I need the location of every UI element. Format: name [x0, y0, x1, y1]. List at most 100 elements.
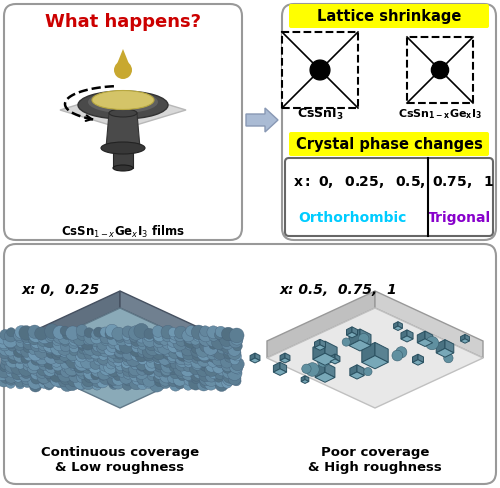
Circle shape — [135, 349, 148, 362]
Circle shape — [54, 351, 66, 364]
Circle shape — [77, 348, 88, 359]
Polygon shape — [314, 339, 320, 347]
Polygon shape — [106, 113, 140, 148]
Circle shape — [0, 335, 11, 349]
Circle shape — [58, 341, 71, 355]
Circle shape — [106, 339, 120, 352]
Circle shape — [204, 372, 218, 386]
Circle shape — [146, 341, 160, 356]
Polygon shape — [407, 330, 413, 339]
Circle shape — [66, 353, 80, 368]
Circle shape — [39, 374, 50, 385]
Polygon shape — [250, 353, 255, 361]
Circle shape — [94, 356, 104, 365]
Circle shape — [186, 373, 195, 382]
Circle shape — [232, 376, 241, 386]
Circle shape — [52, 350, 62, 360]
Text: Crystal phase changes: Crystal phase changes — [296, 137, 482, 151]
Circle shape — [114, 371, 122, 381]
Circle shape — [46, 371, 58, 382]
Text: CsSn$_{1-x}$Ge$_x$I$_3$ films: CsSn$_{1-x}$Ge$_x$I$_3$ films — [61, 224, 185, 240]
Circle shape — [23, 335, 32, 345]
Circle shape — [138, 354, 148, 365]
Circle shape — [191, 355, 205, 368]
Circle shape — [122, 331, 132, 341]
Circle shape — [23, 361, 32, 371]
Polygon shape — [301, 376, 305, 382]
Polygon shape — [315, 372, 335, 382]
Circle shape — [153, 371, 164, 383]
Circle shape — [96, 340, 110, 354]
Circle shape — [126, 351, 141, 366]
Circle shape — [6, 354, 20, 368]
Circle shape — [68, 338, 80, 348]
Text: What happens?: What happens? — [45, 13, 201, 31]
Circle shape — [75, 353, 89, 368]
Circle shape — [75, 365, 87, 376]
Circle shape — [130, 360, 140, 369]
Circle shape — [426, 337, 438, 350]
Circle shape — [191, 343, 202, 354]
Circle shape — [175, 379, 186, 389]
Polygon shape — [255, 353, 260, 361]
Circle shape — [16, 343, 28, 354]
Circle shape — [0, 333, 8, 344]
Circle shape — [28, 345, 38, 355]
Circle shape — [130, 344, 142, 357]
Circle shape — [198, 354, 210, 367]
Circle shape — [43, 338, 58, 352]
Circle shape — [129, 332, 140, 342]
Circle shape — [30, 353, 42, 366]
FancyBboxPatch shape — [285, 158, 493, 236]
Circle shape — [30, 365, 41, 375]
Circle shape — [207, 326, 220, 339]
Circle shape — [154, 357, 166, 370]
Circle shape — [92, 373, 106, 387]
Circle shape — [154, 342, 166, 355]
Circle shape — [101, 335, 112, 346]
Circle shape — [122, 359, 131, 368]
Circle shape — [184, 376, 194, 386]
Circle shape — [208, 356, 218, 367]
Circle shape — [143, 376, 155, 388]
Polygon shape — [113, 148, 133, 168]
Circle shape — [88, 359, 102, 373]
Bar — [407, 37, 473, 103]
Circle shape — [229, 335, 242, 348]
Circle shape — [38, 357, 48, 366]
Circle shape — [106, 372, 120, 386]
Polygon shape — [301, 380, 309, 384]
Circle shape — [222, 359, 234, 371]
Circle shape — [224, 331, 234, 341]
Circle shape — [60, 378, 74, 391]
Circle shape — [136, 357, 149, 370]
Circle shape — [159, 373, 172, 386]
Circle shape — [63, 354, 72, 364]
Polygon shape — [362, 356, 388, 369]
Circle shape — [168, 340, 180, 352]
Circle shape — [0, 343, 12, 356]
Circle shape — [170, 360, 179, 369]
Circle shape — [113, 356, 123, 366]
Circle shape — [176, 335, 187, 346]
Circle shape — [227, 366, 242, 381]
Polygon shape — [60, 91, 186, 129]
Circle shape — [130, 335, 142, 346]
Circle shape — [38, 329, 52, 344]
Circle shape — [68, 333, 82, 346]
Polygon shape — [418, 331, 425, 343]
Polygon shape — [346, 332, 358, 338]
Circle shape — [136, 370, 150, 385]
Circle shape — [94, 327, 104, 337]
Circle shape — [77, 329, 88, 341]
Circle shape — [107, 368, 117, 378]
Circle shape — [170, 367, 181, 379]
Circle shape — [175, 358, 188, 371]
Circle shape — [205, 369, 218, 382]
Circle shape — [91, 329, 101, 340]
Polygon shape — [375, 343, 388, 362]
Circle shape — [62, 363, 72, 372]
Polygon shape — [314, 345, 326, 350]
Circle shape — [122, 343, 132, 353]
Circle shape — [168, 345, 182, 359]
